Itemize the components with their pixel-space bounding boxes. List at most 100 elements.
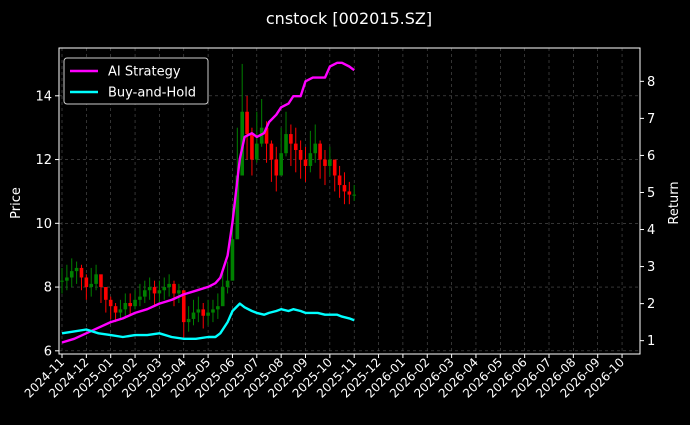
- candlestick: [74, 261, 79, 284]
- candle-body: [74, 267, 79, 272]
- candle-body: [84, 277, 89, 288]
- candlestick: [318, 140, 322, 179]
- y-tick-label-right: 8: [647, 75, 655, 90]
- candlestick: [303, 146, 308, 182]
- candle-body: [60, 280, 64, 282]
- candle-body: [235, 175, 240, 240]
- candlestick: [157, 280, 162, 303]
- candle-body: [264, 127, 269, 144]
- candle-body: [337, 175, 342, 186]
- candle-body: [313, 143, 318, 154]
- candlestick: [167, 274, 171, 297]
- candle-body: [255, 143, 259, 160]
- candle-body: [133, 299, 137, 307]
- candle-body: [225, 280, 230, 288]
- candlestick: [269, 140, 274, 182]
- candle-body: [79, 267, 84, 278]
- candle-body: [167, 283, 171, 288]
- y-tick-label-left: 8: [44, 281, 52, 296]
- candlestick: [298, 140, 303, 179]
- candlestick: [69, 258, 74, 288]
- y-axis-label-left: Price: [9, 187, 24, 219]
- candlestick: [206, 299, 210, 326]
- candlestick: [308, 130, 313, 173]
- candlestick: [191, 299, 196, 326]
- candle-body: [89, 283, 94, 288]
- candlestick: [196, 296, 201, 323]
- candlestick: [60, 267, 64, 294]
- candle-body: [250, 134, 254, 160]
- candle-body: [191, 312, 196, 319]
- candlestick: [118, 299, 123, 319]
- y-tick-label-right: 3: [647, 260, 655, 275]
- candlestick: [181, 290, 186, 339]
- series-line: [61, 61, 355, 344]
- candlestick: [323, 150, 327, 186]
- candle-body: [157, 290, 162, 294]
- candlestick: [284, 111, 288, 157]
- candlestick: [220, 271, 225, 307]
- legend-entry: Buy-and-Hold: [108, 86, 196, 101]
- candlestick: [201, 303, 206, 329]
- candle-body: [308, 153, 313, 166]
- candlestick: [79, 264, 84, 291]
- legend-box: [63, 57, 209, 105]
- candlestick: [225, 261, 230, 294]
- candle-body: [284, 134, 288, 154]
- candle-body: [152, 287, 157, 294]
- candle-body: [123, 303, 128, 310]
- candle-body: [332, 159, 337, 176]
- candle-body: [177, 290, 181, 294]
- y-tick-label-right: 5: [647, 186, 655, 201]
- candle-body: [206, 312, 210, 316]
- candlestick: [250, 127, 254, 176]
- candlestick: [123, 293, 128, 316]
- candlestick: [211, 299, 215, 323]
- candle-body: [186, 318, 191, 323]
- y-tick-label-right: 2: [647, 297, 655, 312]
- candlestick: [99, 274, 103, 303]
- candle-body: [94, 274, 98, 284]
- candle-body: [128, 303, 132, 307]
- candle-body: [328, 159, 332, 166]
- y-tick-label-right: 7: [647, 112, 655, 127]
- y-tick-label-left: 10: [35, 217, 52, 232]
- candlestick: [128, 293, 132, 316]
- candlestick: [133, 290, 137, 310]
- candle-body: [147, 287, 152, 291]
- candle-body: [196, 309, 201, 313]
- candlestick: [342, 172, 347, 205]
- candle-body: [172, 283, 176, 294]
- candlestick: [152, 280, 157, 307]
- candle-body: [216, 306, 220, 310]
- plot-frame: [58, 47, 641, 355]
- candle-body: [104, 287, 108, 300]
- candlestick: [142, 280, 147, 303]
- candlestick: [274, 146, 279, 192]
- candle-body: [118, 309, 123, 313]
- candlestick: [162, 277, 167, 300]
- candlestick: [289, 124, 293, 166]
- candlestick: [245, 95, 249, 160]
- candlestick: [352, 185, 356, 201]
- candlestick-layer: [60, 63, 356, 339]
- candle-body: [108, 299, 113, 307]
- candle-body: [352, 194, 356, 196]
- candle-body: [318, 143, 322, 160]
- candle-body: [289, 134, 293, 144]
- candlestick: [147, 277, 152, 300]
- candle-body: [142, 290, 147, 297]
- candle-body: [230, 239, 235, 281]
- candlestick: [186, 306, 191, 332]
- candlestick: [108, 296, 113, 319]
- candle-body: [342, 185, 347, 192]
- candlestick: [113, 303, 118, 323]
- candle-body: [298, 150, 303, 160]
- candlestick: [328, 146, 332, 176]
- series-line: [61, 302, 355, 340]
- candlestick: [313, 124, 318, 163]
- legend-entry: AI Strategy: [108, 65, 181, 80]
- series-layer: [61, 61, 355, 344]
